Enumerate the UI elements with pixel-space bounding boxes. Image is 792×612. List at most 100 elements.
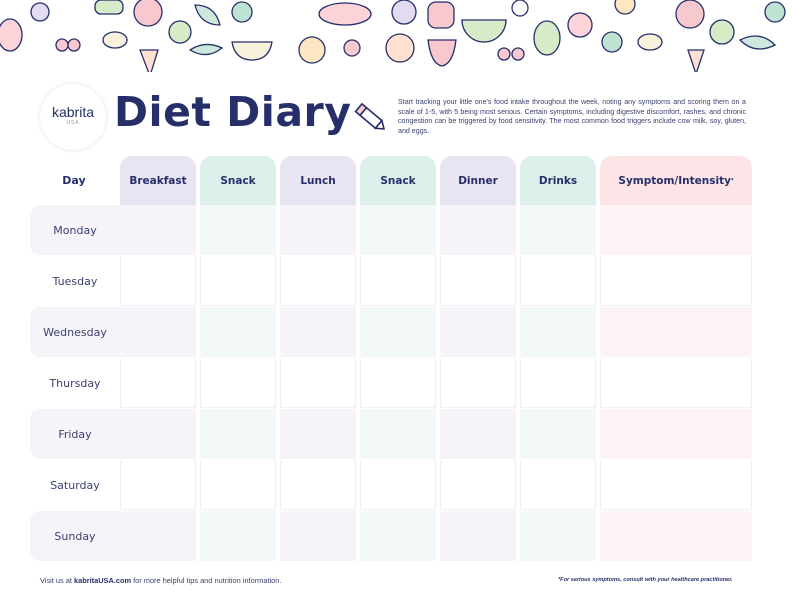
column-header-breakfast: Breakfast [120,156,196,205]
day-label: Tuesday [52,274,98,288]
entry-cell[interactable] [200,256,276,306]
footnote-disclaimer: *For serious symptoms, consult with your… [558,577,733,583]
column-header-label: Snack [380,174,416,187]
entry-cell[interactable] [440,358,516,408]
column-header-lunch: Lunch [280,156,356,205]
fish-icon [318,2,372,26]
pencil-icon [354,102,386,130]
day-label: Monday [53,223,97,237]
footer-prefix: Visit us at [40,576,74,585]
entry-cell[interactable] [360,256,436,306]
entry-cell[interactable] [440,205,516,255]
entry-cell[interactable] [280,307,356,357]
entry-cell[interactable] [200,307,276,357]
entry-cell[interactable] [600,256,752,306]
intro-text: Start tracking your little one's food in… [398,98,746,135]
entry-cell[interactable] [360,307,436,357]
strawberry-icon [427,39,457,67]
footnote-mark: * [730,177,734,184]
entry-cell[interactable] [280,205,356,255]
melon-icon [461,19,507,43]
column-header-label: Dinner [458,174,498,187]
logo-sub: USA [66,120,80,126]
entry-cell[interactable] [520,409,596,459]
entry-cell[interactable] [360,409,436,459]
entry-cell[interactable] [120,358,196,408]
radish-icon [0,18,23,52]
column-header-label: Drinks [538,174,578,187]
website-link[interactable]: kabritaUSA.com [73,576,132,585]
entry-cell[interactable] [120,307,196,357]
day-label: Sunday [54,529,96,543]
entry-cell[interactable] [200,205,276,255]
entry-cell[interactable] [120,256,196,306]
pepper-icon [427,1,455,29]
carrot-icon [139,49,159,72]
column-header-drinks: Drinks [520,156,596,205]
entry-cell[interactable] [520,511,596,561]
grapes-icon [391,0,417,25]
broccoli-icon [231,1,253,23]
entry-cell[interactable] [200,409,276,459]
column-header-label: Symptom/Intensity [618,174,731,187]
entry-cell[interactable] [200,460,276,510]
entry-cell[interactable] [280,511,356,561]
entry-cell[interactable] [440,511,516,561]
entry-cell[interactable] [120,205,196,255]
entry-cell[interactable] [120,460,196,510]
column-header-label: Breakfast [129,174,187,187]
column-header-snack: Snack [360,156,436,205]
kiwi-icon [168,20,192,44]
day-label: Thursday [49,376,101,390]
leaf-icon [194,4,221,26]
column-header-snack: Snack [200,156,276,205]
footer-suffix: for more helpful tips and nutrition info… [131,576,282,585]
entry-cell[interactable] [440,409,516,459]
logo-brand: kabrita [51,104,95,120]
peas-icon [188,43,224,56]
entry-cell[interactable] [280,409,356,459]
entry-cell[interactable] [600,511,752,561]
bowl-icon [231,41,273,61]
entry-cell[interactable] [600,205,752,255]
cherries-icon [55,38,69,52]
entry-cell[interactable] [440,307,516,357]
cashew-icon [102,31,128,49]
entry-cell[interactable] [600,358,752,408]
entry-cell[interactable] [200,511,276,561]
entry-cell[interactable] [440,256,516,306]
entry-cell[interactable] [520,460,596,510]
day-label: Friday [58,427,92,441]
entry-cell[interactable] [360,460,436,510]
entry-cell[interactable] [600,307,752,357]
entry-cell[interactable] [360,205,436,255]
entry-cell[interactable] [520,256,596,306]
footer-note: Visit us at kabritaUSA.com for more help… [40,576,281,585]
entry-cell[interactable] [280,256,356,306]
entry-cell[interactable] [520,358,596,408]
peach-icon [385,33,415,63]
entry-cell[interactable] [280,460,356,510]
column-header-label: Snack [220,174,256,187]
entry-cell[interactable] [600,460,752,510]
entry-cell[interactable] [520,205,596,255]
column-header-day: Day [62,174,86,187]
entry-cell[interactable] [600,409,752,459]
entry-cell[interactable] [120,409,196,459]
orange-icon [298,36,326,64]
food-illustration-banner [0,0,786,72]
day-label: Wednesday [43,325,107,339]
entry-cell[interactable] [440,460,516,510]
avocado-icon [533,20,561,56]
day-label: Saturday [50,478,100,492]
entry-cell[interactable] [360,511,436,561]
apple-icon [133,0,163,27]
page-title: Diet Diary [114,88,352,136]
kabrita-logo: kabrita USA [40,84,106,150]
raspberry-icon [343,39,361,57]
entry-cell[interactable] [200,358,276,408]
entry-cell[interactable] [280,358,356,408]
entry-cell[interactable] [360,358,436,408]
entry-cell[interactable] [120,511,196,561]
entry-cell[interactable] [520,307,596,357]
